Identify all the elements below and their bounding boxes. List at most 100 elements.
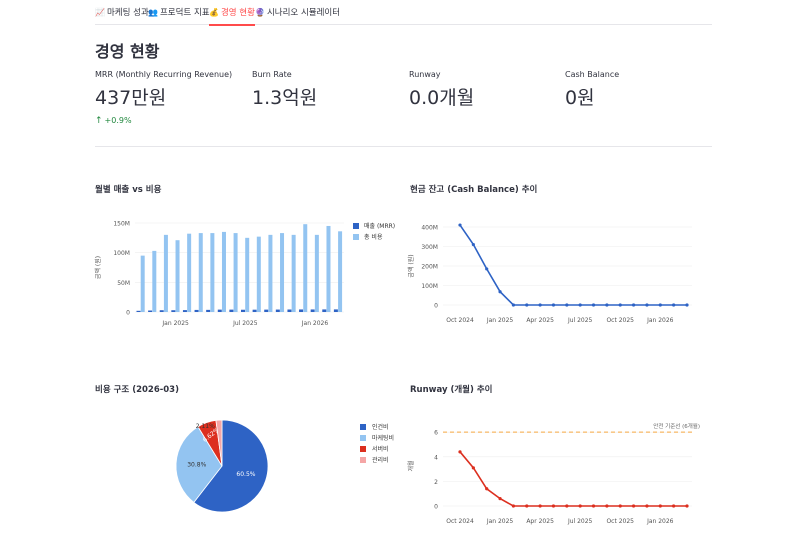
users-icon: 👥 (148, 8, 158, 17)
tab-management[interactable]: 💰 경영 현황 (209, 6, 255, 26)
bar-revenue (159, 310, 164, 312)
bar-cost (268, 234, 273, 312)
tab-product[interactable]: 👥 프로덕트 지표 (148, 6, 210, 25)
y-tick-label: 100M (113, 250, 130, 257)
bar-revenue (275, 309, 280, 312)
y-axis-label: 금액 (원) (94, 256, 102, 279)
metric-value: 1.3억원 (252, 87, 318, 109)
metric-delta: ↑ +0.9% (95, 116, 232, 126)
metric-label: MRR (Monthly Recurring Revenue) (95, 70, 233, 79)
pie-slice (193, 419, 269, 513)
bar-revenue (299, 309, 304, 312)
y-axis-label: 개월 (407, 460, 415, 471)
legend-label: 매출 (MRR) (364, 222, 395, 230)
bar-cost (291, 234, 296, 312)
tab-label: 시나리오 시뮬레이터 (266, 8, 341, 18)
metric-value: 0원 (565, 87, 595, 109)
tab-scenario[interactable]: 🔮 시나리오 시뮬레이터 (255, 6, 340, 25)
data-point (605, 303, 609, 307)
y-tick-label: 6 (434, 430, 438, 437)
data-point (485, 487, 489, 491)
bar-cost (152, 250, 157, 312)
data-point (591, 504, 596, 508)
crystal-ball-icon: 🔮 (255, 8, 265, 17)
money-bag-icon: 💰 (209, 8, 219, 17)
y-tick-label: 0 (126, 310, 130, 317)
data-point (498, 497, 502, 501)
data-point (618, 504, 622, 508)
x-tick-label: Jul 2025 (232, 320, 258, 327)
data-point (485, 267, 489, 271)
y-tick-label: 0 (434, 303, 438, 310)
x-tick-label: Apr 2025 (526, 317, 554, 324)
metric-value: 0.0개월 (409, 87, 475, 109)
divider (95, 146, 712, 147)
legend-swatch (360, 457, 366, 463)
bar-revenue (148, 310, 153, 312)
bar-cost (338, 231, 343, 312)
bar-cost (233, 233, 238, 312)
tab-label: 프로덕트 지표 (159, 8, 210, 18)
data-point (631, 504, 636, 508)
data-point (645, 504, 649, 508)
bar-cost (303, 224, 308, 312)
pie-slice (215, 419, 223, 467)
tab-label: 마케팅 성과 (106, 8, 149, 18)
line-chart-cash-balance: 0 100M 200M 300M 400M 금액 (원) Oct 2024 Jan 2025 A… (407, 223, 692, 324)
chart-up-icon: 📈 (95, 8, 105, 17)
slice-label: 60.5% (236, 471, 255, 478)
data-point (538, 504, 542, 508)
chart-title-cost-structure: 비용 구조 (2026-03) (95, 385, 179, 395)
data-point (551, 303, 556, 307)
data-point (511, 303, 516, 307)
bar-revenue (252, 309, 257, 312)
x-tick-label: Jan 2026 (646, 317, 674, 324)
bar-revenue (206, 309, 211, 312)
data-point (458, 450, 462, 454)
bar-cost (163, 234, 168, 312)
bar-revenue (310, 309, 315, 312)
metric-burn-rate: Burn Rate 1.3억원 (252, 70, 317, 110)
slice-label: 30.8% (187, 462, 206, 469)
metric-label: Burn Rate (252, 70, 292, 79)
y-tick-label: 150M (113, 221, 130, 228)
x-tick-label: Oct 2025 (606, 317, 634, 324)
bar-cost (245, 237, 250, 312)
x-tick-label: Jul 2025 (567, 317, 593, 324)
y-tick-label: 300M (421, 244, 438, 251)
y-axis-label: 금액 (원) (407, 254, 415, 277)
y-tick-label: 0 (434, 504, 438, 511)
legend-swatch (360, 446, 366, 452)
metric-label: Cash Balance (565, 70, 620, 79)
bar-revenue (264, 309, 269, 312)
data-point (618, 303, 622, 307)
arrow-up-icon: ↑ (95, 116, 103, 126)
y-tick-label: 100M (421, 283, 438, 290)
y-tick-label: 400M (421, 225, 438, 232)
x-tick-label: Jan 2026 (301, 320, 329, 327)
bar-revenue (182, 310, 187, 312)
bar-cost (280, 233, 285, 312)
data-point (578, 504, 582, 508)
tab-bar: 📈 마케팅 성과 👥 프로덕트 지표 💰 경영 현황 🔮 시나리오 시뮬레이터 (95, 0, 712, 26)
tab-marketing[interactable]: 📈 마케팅 성과 (95, 6, 149, 25)
bar-cost (210, 233, 215, 312)
bar-revenue (136, 310, 141, 312)
legend-label: 총 비용 (364, 233, 383, 241)
data-point (458, 223, 462, 227)
legend-swatch (353, 234, 359, 240)
bar-revenue (241, 309, 245, 312)
bar-cost (314, 234, 319, 312)
y-tick-label: 50M (117, 280, 130, 287)
reference-line-label: 안전 기준선 (6개월) (653, 422, 700, 430)
metric-runway: Runway 0.0개월 (409, 70, 474, 110)
series-line (459, 224, 687, 306)
x-tick-label: Jan 2026 (646, 518, 674, 525)
data-point (471, 242, 475, 247)
data-point (565, 303, 569, 307)
bar-cost (326, 225, 331, 312)
metric-cash-balance: Cash Balance 0원 (565, 70, 619, 110)
metric-value: 437만원 (95, 87, 167, 109)
page-title: 경영 현황 (95, 42, 160, 61)
